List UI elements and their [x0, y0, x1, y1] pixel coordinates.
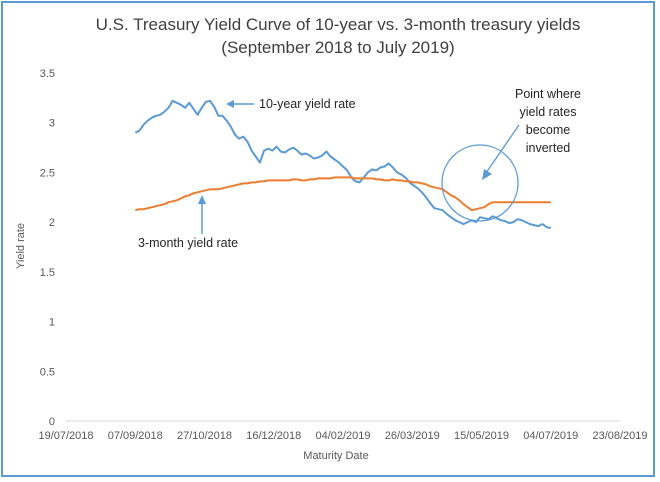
- ten-year-label: 10-year yield rate: [259, 97, 356, 111]
- x-tick-label: 04/02/2019: [315, 430, 370, 442]
- series-group: [134, 99, 552, 230]
- inversion-pointer-head: [482, 169, 492, 180]
- inversion-pointer: [485, 124, 520, 174]
- y-tick-label: 3.5: [40, 68, 55, 80]
- inversion-line-1: Point where: [515, 87, 581, 101]
- inversion-line-4: inverted: [526, 141, 571, 155]
- y-tick-label: 3: [49, 118, 55, 130]
- inversion-circle: [441, 144, 519, 222]
- y-tick-label: 1: [49, 317, 55, 329]
- chart-subtitle: (September 2018 to July 2019): [221, 38, 454, 57]
- y-tick-label: 1.5: [40, 267, 55, 279]
- y-tick-label: 0.5: [40, 366, 55, 378]
- three-month-series-line: [135, 176, 551, 212]
- three-month-arrow-head: [198, 195, 206, 204]
- inversion-annotation: Point where yield rates become inverted: [515, 87, 581, 155]
- x-tick-label: 27/10/2018: [177, 430, 232, 442]
- chart-frame: [1, 1, 655, 477]
- inversion-line-2: yield rates: [520, 105, 577, 119]
- three-month-label: 3-month yield rate: [138, 236, 238, 250]
- ten-year-series-line: [134, 99, 552, 230]
- y-tick-labels: 0 0.5 1 1.5 2 2.5 3 3.5: [40, 68, 55, 428]
- x-tick-label: 04/07/2019: [523, 430, 578, 442]
- inversion-line-3: become: [526, 123, 571, 137]
- x-tick-label: 07/09/2018: [108, 430, 163, 442]
- x-tick-label: 26/03/2019: [385, 430, 440, 442]
- chart-title: U.S. Treasury Yield Curve of 10-year vs.…: [96, 15, 581, 34]
- y-tick-label: 2.5: [40, 167, 55, 179]
- x-tick-label: 19/07/2018: [38, 430, 93, 442]
- x-tick-label: 15/05/2019: [454, 430, 509, 442]
- y-tick-label: 2: [49, 217, 55, 229]
- y-tick-label: 0: [49, 416, 55, 428]
- ten-year-arrow-head: [226, 100, 234, 108]
- y-axis-label: Yield rate: [15, 223, 27, 269]
- x-axis-label: Maturity Date: [303, 450, 368, 462]
- x-tick-labels: 19/07/2018 07/09/2018 27/10/2018 16/12/2018…: [38, 430, 647, 442]
- x-tick-label: 23/08/2019: [592, 430, 647, 442]
- x-tick-label: 16/12/2018: [246, 430, 301, 442]
